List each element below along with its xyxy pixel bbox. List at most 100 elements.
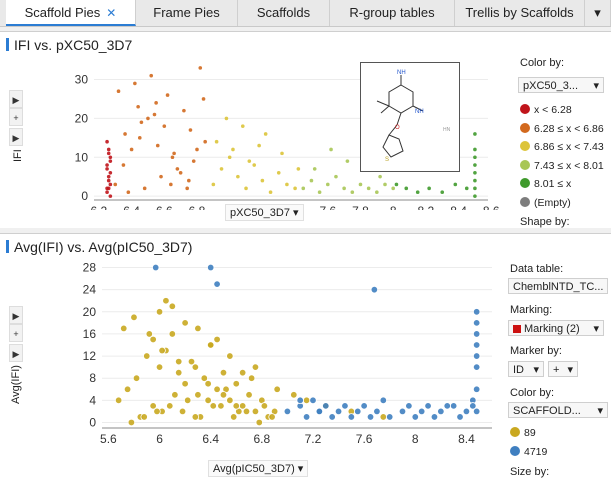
data-point[interactable] [162,124,167,128]
data-point[interactable] [178,171,183,175]
data-point[interactable] [191,413,200,421]
data-point[interactable] [473,163,477,167]
data-point[interactable] [411,413,419,421]
data-point[interactable] [154,101,158,105]
data-point[interactable] [181,380,189,388]
data-point[interactable] [168,330,177,338]
data-point[interactable] [247,374,256,382]
data-point[interactable] [268,190,273,195]
data-point[interactable] [473,186,477,191]
data-point[interactable] [201,97,206,101]
data-point[interactable] [108,171,113,175]
data-point[interactable] [473,194,477,198]
data-point[interactable] [296,396,304,405]
data-point[interactable] [276,171,281,175]
data-table-selector[interactable]: ChemblNTD_TC... [508,278,608,294]
data-point[interactable] [217,402,225,410]
tab-scaffold-pies[interactable]: Scaffold Pies ✕ [6,0,136,26]
data-point[interactable] [334,407,343,416]
data-point[interactable] [315,407,324,416]
expand-button[interactable]: ▶ [9,128,23,146]
color-by-selector[interactable]: pXC50_3... ▾ [518,77,604,93]
data-point[interactable] [108,182,113,187]
data-point[interactable] [132,374,141,382]
data-point[interactable] [204,396,212,405]
data-point[interactable] [219,167,224,171]
data-point[interactable] [366,186,371,191]
data-point[interactable] [232,402,240,410]
data-point[interactable] [171,391,179,399]
x-axis-selector[interactable]: Avg(pIC50_3D7) ▾ [208,460,309,477]
legend-item[interactable]: 6.86 ≤ x < 7.43 [520,141,604,153]
data-point[interactable] [178,407,187,416]
marking-selector[interactable]: Marking (2) ▾ [508,320,604,336]
data-point[interactable] [213,280,221,288]
avg-ifi-vs-avg-pic50-chart[interactable]: 0 4 8 12 16 20 24 28 5.6 6 6.4 6.8 7.2 7.6 8 8.4 [60,256,500,458]
data-point[interactable] [472,308,481,316]
data-point[interactable] [415,190,420,195]
data-point[interactable] [191,363,200,371]
data-point[interactable] [354,407,362,416]
data-point[interactable] [127,418,136,427]
data-point[interactable] [394,182,399,187]
data-point[interactable] [105,167,109,171]
data-point[interactable] [473,171,477,175]
data-point[interactable] [255,418,263,427]
data-point[interactable] [227,155,232,160]
data-point[interactable] [328,413,336,421]
data-point[interactable] [188,128,193,132]
data-point[interactable] [105,190,109,195]
data-point[interactable] [191,159,196,163]
data-point[interactable] [440,190,445,195]
data-point[interactable] [133,81,137,86]
data-point[interactable] [232,380,240,388]
data-point[interactable] [373,407,381,416]
data-point[interactable] [219,391,228,399]
data-point[interactable] [473,155,477,160]
data-point[interactable] [341,402,349,410]
data-point[interactable] [329,147,333,152]
data-point[interactable] [187,357,196,366]
data-point[interactable] [472,319,481,327]
data-point[interactable] [142,186,147,191]
data-point[interactable] [230,413,238,421]
data-point[interactable] [206,263,215,272]
data-point[interactable] [106,174,111,179]
data-point[interactable] [226,396,234,405]
data-point[interactable] [195,147,199,152]
data-point[interactable] [146,116,150,121]
data-point[interactable] [153,407,161,416]
data-point[interactable] [360,402,368,410]
data-point[interactable] [181,319,189,327]
data-point[interactable] [200,374,208,382]
data-point[interactable] [136,104,140,109]
data-point[interactable] [231,147,235,152]
legend-item[interactable]: 4719 [510,446,547,458]
data-point[interactable] [472,407,481,416]
data-point[interactable] [260,178,265,183]
data-point[interactable] [312,167,317,171]
data-point[interactable] [472,330,481,338]
data-point[interactable] [114,396,123,405]
data-point[interactable] [175,167,180,171]
data-point[interactable] [152,112,157,117]
legend-item[interactable]: x < 6.28 [520,104,572,116]
data-point[interactable] [106,151,111,156]
legend-item[interactable]: 7.43 ≤ x < 8.01 [520,159,604,172]
data-point[interactable] [194,391,202,399]
data-point[interactable] [113,182,118,187]
marker-add-button[interactable]: + ▾ [548,361,578,377]
tab-trellis-by-scaffolds[interactable]: Trellis by Scaffolds [455,0,585,26]
data-point[interactable] [126,190,131,195]
data-point[interactable] [417,407,426,416]
data-point[interactable] [129,147,134,152]
expand-button[interactable]: ▶ [9,344,23,362]
data-point[interactable] [152,263,160,272]
data-point[interactable] [106,147,111,152]
data-point[interactable] [427,186,431,191]
add-button[interactable]: + [9,324,23,342]
data-point[interactable] [386,413,394,421]
data-point[interactable] [108,159,113,163]
data-point[interactable] [123,385,132,393]
data-point[interactable] [456,413,464,421]
